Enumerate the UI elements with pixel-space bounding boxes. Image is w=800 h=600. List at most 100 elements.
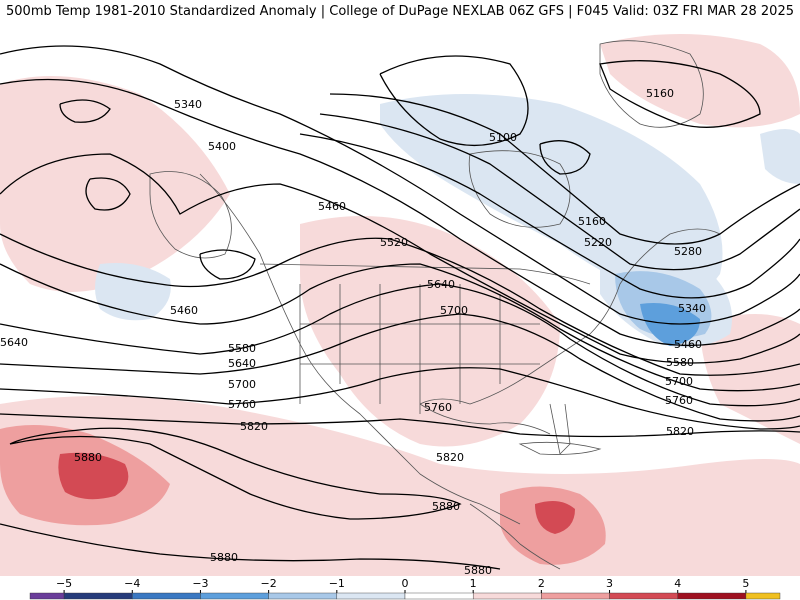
contour-label: 5400 — [208, 140, 236, 153]
warm-anomaly-pacific-strong — [58, 452, 129, 500]
contour-5160-ne — [599, 60, 761, 128]
contour-label: 5280 — [674, 245, 702, 258]
colorbar-segment — [541, 592, 610, 600]
us-canada-border — [259, 263, 591, 285]
cool-anomaly-northeast-strong — [640, 303, 700, 346]
contour-label: 5340 — [678, 302, 706, 315]
contour-label: 5820 — [436, 451, 464, 464]
contour-5820 — [0, 413, 800, 438]
colorbar-segment — [29, 592, 65, 600]
contour-5160-e — [329, 93, 800, 245]
colorbar-tick-label: 1 — [470, 577, 477, 590]
contour-closed-low-hudson — [539, 140, 591, 175]
contour-label: 5760 — [424, 401, 452, 414]
contour-5580 — [0, 263, 800, 392]
contour-closed-low-north — [59, 99, 111, 123]
north-america-coast — [199, 173, 721, 525]
contour-label: 5880 — [210, 551, 238, 564]
colorbar-segment — [745, 592, 781, 600]
colorbar-segment — [132, 592, 201, 600]
contour-5220 — [319, 113, 800, 271]
warm-anomaly-central — [300, 216, 560, 447]
colorbar-tick-label: −3 — [192, 577, 208, 590]
contour-5640 — [0, 283, 800, 407]
anomaly-shading — [0, 34, 800, 576]
contour-label: 5460 — [170, 304, 198, 317]
greenland-coast — [599, 40, 704, 128]
anomaly-map: 5340 5400 5100 5160 5460 5520 5160 5220 … — [0, 24, 800, 576]
contour-label: 5700 — [440, 304, 468, 317]
colorbar-segment — [472, 592, 542, 600]
colorbar-tick-label: −5 — [56, 577, 72, 590]
contour-label: 5160 — [578, 215, 606, 228]
colorbar-tick-label: −2 — [261, 577, 277, 590]
florida — [549, 403, 571, 455]
contour-label: 5460 — [674, 338, 702, 351]
colorbar-segment — [336, 592, 406, 600]
contour-label: 5460 — [318, 200, 346, 213]
colorbar-tick-label: −4 — [124, 577, 140, 590]
cool-anomaly-east-edge — [760, 129, 800, 184]
colorbar-segment — [609, 592, 678, 600]
contour-5340 — [0, 45, 800, 325]
cuba — [518, 441, 602, 455]
contour-label: 5760 — [228, 398, 256, 411]
hudson-bay — [468, 150, 571, 228]
contour-label: 5220 — [584, 236, 612, 249]
colorbar-segment — [404, 592, 474, 600]
colorbar-segment — [63, 592, 133, 600]
contour-label: 5580 — [228, 342, 256, 355]
colorbar-segment — [677, 592, 747, 600]
contour-5700 — [0, 313, 800, 422]
us-state-lines — [299, 284, 540, 414]
contour-5460 — [0, 153, 800, 364]
chart-title: 500mb Temp 1981-2010 Standardized Anomal… — [6, 4, 505, 19]
contour-label: 5340 — [174, 98, 202, 111]
warm-anomaly-caribbean-strong — [535, 500, 575, 534]
cool-anomaly-pacific — [95, 263, 171, 321]
colorbar-segment — [200, 592, 269, 600]
contour-5280 — [299, 133, 800, 299]
model-run-info: 06Z GFS | F045 Valid: 03Z FRI MAR 28 202… — [508, 4, 794, 19]
contour-label: 5880 — [74, 451, 102, 464]
gulf-coast — [419, 403, 551, 435]
contour-closed-low-pacific — [85, 177, 131, 211]
contour-label: 5520 — [380, 236, 408, 249]
contour-label: 5100 — [489, 131, 517, 144]
contour-label: 5580 — [666, 356, 694, 369]
contour-label: 5640 — [427, 278, 455, 291]
height-contours — [0, 45, 800, 570]
contour-5880-south — [0, 523, 501, 570]
contour-label: 5820 — [666, 425, 694, 438]
colorbar-tick-label: 0 — [402, 577, 409, 590]
colorbar-tick-label: 3 — [606, 577, 613, 590]
chart-header: 500mb Temp 1981-2010 Standardized Anomal… — [0, 0, 800, 24]
colorbar-tick-label: −1 — [329, 577, 345, 590]
contour-label: 5760 — [665, 394, 693, 407]
contour-labels: 5340 5400 5100 5160 5460 5520 5160 5220 … — [0, 87, 706, 576]
contour-label: 5160 — [646, 87, 674, 100]
warm-anomaly-nw — [0, 76, 230, 292]
colorbar: −5 −4 −3 −2 −1 0 1 2 3 4 5 — [0, 576, 800, 600]
colorbar-tick-label: 4 — [674, 577, 681, 590]
alaska-coast — [149, 171, 232, 259]
colorbar-tick-label: 2 — [538, 577, 545, 590]
central-america — [469, 503, 561, 570]
contour-5400 — [0, 78, 800, 347]
contour-label: 5700 — [665, 375, 693, 388]
contour-5760 — [0, 367, 800, 430]
warm-anomaly-e — [700, 314, 800, 444]
contour-label: 5880 — [432, 500, 460, 513]
contour-label: 5820 — [240, 420, 268, 433]
contour-5520 — [0, 233, 800, 376]
warm-anomaly-ne — [600, 34, 800, 128]
contour-label: 5700 — [228, 378, 256, 391]
contour-5100 — [379, 55, 529, 147]
colorbar-segment — [268, 592, 338, 600]
geography-outlines — [149, 40, 721, 570]
colorbar-tick-label: 5 — [742, 577, 749, 590]
contour-label: 5880 — [464, 564, 492, 576]
contour-label: 5640 — [228, 357, 256, 370]
contour-label: 5640 — [0, 336, 28, 349]
contour-5880-loop — [9, 427, 462, 520]
